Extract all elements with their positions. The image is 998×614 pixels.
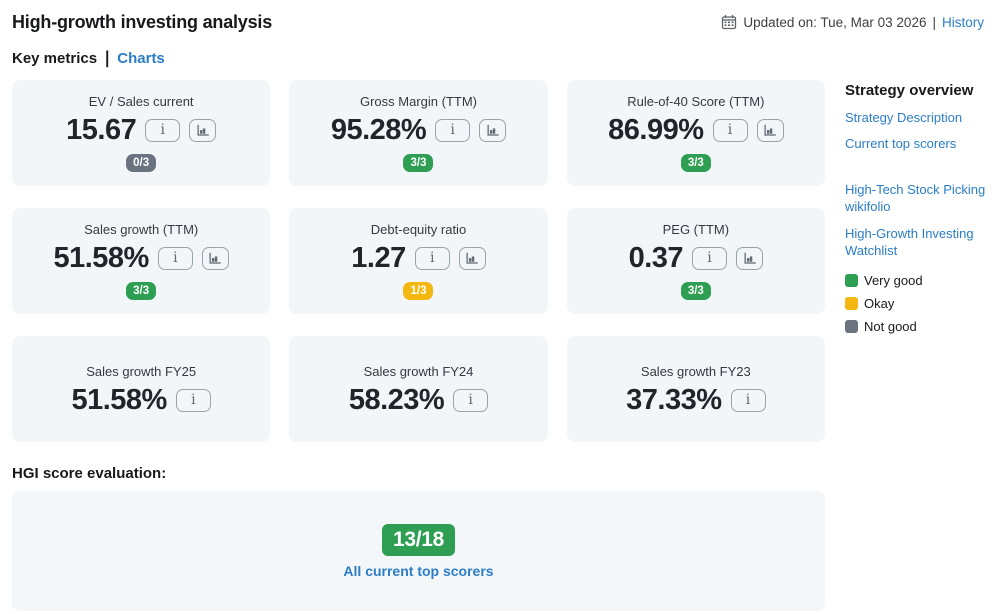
metric-value: 51.58% bbox=[71, 383, 167, 416]
all-top-scorers-link[interactable]: All current top scorers bbox=[343, 562, 494, 579]
metric-card-sales-growth-fy23: Sales growth FY23 37.33% i bbox=[566, 336, 825, 442]
metric-value: 95.28% bbox=[330, 113, 427, 146]
metric-label: EV / Sales current bbox=[88, 93, 194, 109]
metric-label: Sales growth FY24 bbox=[363, 363, 474, 379]
metric-label: Debt-equity ratio bbox=[370, 221, 467, 237]
bar-chart-icon bbox=[743, 252, 757, 265]
sidebar-link-wikifolio[interactable]: High-Tech Stock Picking wikifolio bbox=[845, 182, 986, 215]
sidebar-link-watchlist[interactable]: High-Growth Investing Watchlist bbox=[845, 225, 974, 258]
metric-card-gross-margin: Gross Margin (TTM) 95.28% i 3/3 bbox=[289, 80, 548, 186]
score-badge: 1/3 bbox=[403, 281, 434, 301]
info-button[interactable]: i bbox=[145, 118, 181, 142]
info-icon: i bbox=[745, 392, 751, 408]
header-separator: | bbox=[932, 14, 936, 30]
metric-card-sales-growth-fy24: Sales growth FY24 58.23% i bbox=[289, 336, 548, 442]
legend-label: Not good bbox=[864, 318, 917, 334]
metric-card-peg: PEG (TTM) 0.37 i 3/3 bbox=[566, 208, 825, 314]
metric-label: Gross Margin (TTM) bbox=[359, 93, 477, 109]
legend-label: Very good bbox=[864, 272, 923, 288]
chart-button[interactable] bbox=[201, 246, 229, 270]
bar-chart-icon bbox=[196, 124, 210, 137]
info-icon: i bbox=[707, 250, 712, 267]
history-link[interactable]: History bbox=[941, 14, 984, 30]
sidebar-spacer bbox=[845, 161, 995, 181]
info-icon: i bbox=[468, 392, 473, 408]
chart-button[interactable] bbox=[458, 246, 486, 270]
score-badge: 3/3 bbox=[403, 153, 434, 173]
info-button[interactable]: i bbox=[453, 388, 489, 412]
metric-value: 0.37 bbox=[628, 241, 684, 274]
score-badge: 0/3 bbox=[126, 153, 157, 173]
calendar-icon bbox=[721, 14, 737, 30]
tab-key-metrics[interactable]: Key metrics bbox=[12, 50, 98, 67]
content: EV / Sales current 15.67 i 0/3 Gross Mar… bbox=[12, 80, 986, 611]
strategy-sidebar: Strategy overview Strategy Description C… bbox=[845, 80, 995, 611]
metric-value: 86.99% bbox=[608, 113, 704, 146]
score-legend: Very good Okay Not good bbox=[845, 273, 995, 334]
metric-card-sales-growth-ttm: Sales growth (TTM) 51.58% i 3/3 bbox=[12, 208, 271, 314]
metric-value: 58.23% bbox=[348, 383, 445, 416]
info-icon: i bbox=[160, 122, 165, 139]
info-button[interactable]: i bbox=[435, 118, 471, 142]
legend-item-okay: Okay bbox=[845, 296, 995, 311]
info-icon: i bbox=[450, 122, 455, 139]
chart-button[interactable] bbox=[736, 246, 764, 270]
metric-card-sales-growth-fy25: Sales growth FY25 51.58% i bbox=[12, 336, 271, 442]
updated-on-label: Updated on: Tue, Mar 03 2026 bbox=[743, 14, 927, 30]
view-tabs: Key metrics | Charts bbox=[12, 48, 986, 69]
legend-swatch-green bbox=[845, 273, 858, 287]
legend-label: Okay bbox=[864, 295, 895, 311]
info-icon: i bbox=[727, 122, 733, 139]
info-button[interactable]: i bbox=[692, 246, 728, 270]
metric-card-rule-of-40: Rule-of-40 Score (TTM) 86.99% i 3/3 bbox=[566, 80, 825, 186]
chart-button[interactable] bbox=[189, 118, 217, 142]
legend-item-not-good: Not good bbox=[845, 319, 995, 334]
info-icon: i bbox=[173, 250, 178, 267]
sidebar-heading: Strategy overview bbox=[845, 82, 974, 99]
metric-value: 1.27 bbox=[351, 241, 406, 274]
legend-item-very-good: Very good bbox=[845, 273, 995, 288]
sidebar-link-current-top-scorers[interactable]: Current top scorers bbox=[845, 136, 957, 152]
main-column: EV / Sales current 15.67 i 0/3 Gross Mar… bbox=[12, 80, 825, 611]
tab-charts[interactable]: Charts bbox=[117, 50, 165, 67]
hgi-panel: 13/18 All current top scorers bbox=[12, 491, 825, 611]
metric-value: 15.67 bbox=[66, 113, 137, 146]
metric-label: Sales growth FY23 bbox=[640, 363, 751, 379]
metric-label: PEG (TTM) bbox=[662, 221, 730, 237]
header: High-growth investing analysis Updated o… bbox=[12, 10, 986, 33]
hgi-score-badge: 13/18 bbox=[381, 523, 456, 556]
info-button[interactable]: i bbox=[730, 388, 766, 412]
sidebar-link-strategy-description[interactable]: Strategy Description bbox=[845, 110, 963, 125]
info-icon: i bbox=[191, 392, 196, 408]
bar-chart-icon bbox=[208, 252, 222, 265]
score-badge: 3/3 bbox=[680, 281, 711, 301]
legend-swatch-yellow bbox=[845, 296, 858, 310]
metric-value: 51.58% bbox=[53, 241, 149, 274]
info-button[interactable]: i bbox=[712, 118, 748, 142]
hgi-heading: HGI score evaluation: bbox=[12, 465, 167, 482]
chart-button[interactable] bbox=[756, 118, 784, 142]
score-badge: 3/3 bbox=[680, 153, 711, 173]
bar-chart-icon bbox=[486, 124, 500, 137]
tab-divider: | bbox=[105, 48, 110, 69]
metric-label: Sales growth FY25 bbox=[86, 363, 197, 379]
info-button[interactable]: i bbox=[414, 246, 450, 270]
info-button[interactable]: i bbox=[175, 388, 211, 412]
updated-on: Updated on: Tue, Mar 03 2026 | History bbox=[721, 14, 984, 30]
metrics-grid: EV / Sales current 15.67 i 0/3 Gross Mar… bbox=[12, 80, 825, 442]
info-icon: i bbox=[429, 250, 435, 267]
metric-value: 37.33% bbox=[626, 383, 722, 416]
metric-label: Sales growth (TTM) bbox=[84, 221, 199, 237]
bar-chart-icon bbox=[763, 124, 777, 137]
page-title: High-growth investing analysis bbox=[12, 12, 273, 32]
metric-label: Rule-of-40 Score (TTM) bbox=[627, 93, 765, 109]
bar-chart-icon bbox=[465, 252, 479, 265]
chart-button[interactable] bbox=[479, 118, 507, 142]
info-button[interactable]: i bbox=[157, 246, 193, 270]
metric-card-debt-equity: Debt-equity ratio 1.27 i 1/3 bbox=[289, 208, 548, 314]
legend-swatch-gray bbox=[845, 319, 858, 333]
score-badge: 3/3 bbox=[126, 281, 157, 301]
metric-card-ev-sales: EV / Sales current 15.67 i 0/3 bbox=[12, 80, 271, 186]
